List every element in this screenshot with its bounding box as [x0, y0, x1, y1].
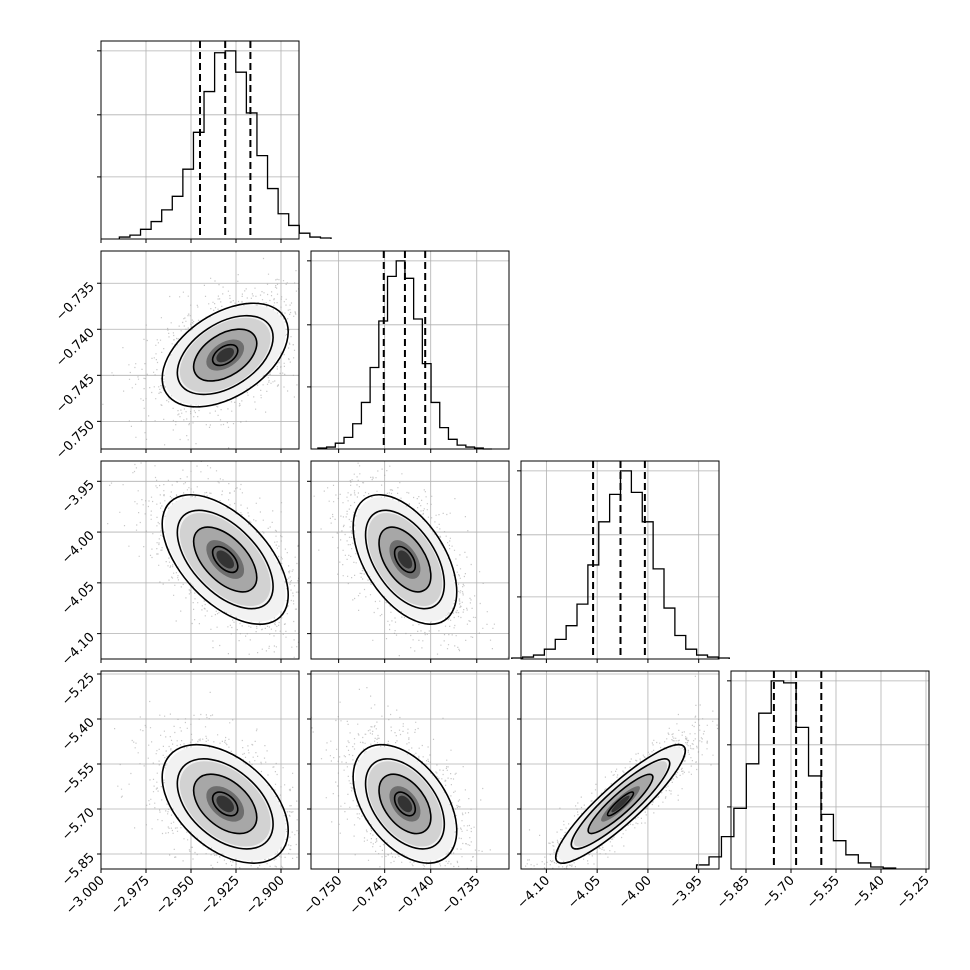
panel-content: [102, 257, 299, 449]
histogram-panel-4: −5.85 −5.70 −5.55 −5.40 −5.25: [695, 670, 933, 912]
x-tick-label: −5.25: [894, 873, 933, 912]
contour-line: [378, 526, 432, 593]
y-tick-label: −4.10: [59, 630, 98, 669]
x-tick-label: −0.735: [439, 873, 484, 918]
y-tick-label: −5.25: [59, 670, 98, 709]
panel-frame: [100, 40, 300, 240]
density-fill: [611, 795, 630, 813]
x-tick-label: −5.55: [804, 873, 843, 912]
x-tick-label: −5.85: [714, 873, 753, 912]
x-tick-label: −0.750: [301, 873, 346, 918]
y-tick-label: −0.750: [53, 418, 98, 463]
contour-line: [211, 343, 239, 367]
panel-content: [313, 461, 509, 658]
contour-line: [176, 509, 274, 610]
x-tick-label: −4.05: [565, 873, 604, 912]
contour-line: [161, 302, 289, 408]
density-panel-4-3: −4.10 −4.05 −4.00 −3.95: [514, 670, 720, 912]
contour-line: [161, 493, 289, 626]
panel-frame: [100, 670, 300, 870]
contour-line: [554, 743, 687, 864]
panel-frame: [520, 460, 720, 660]
contour-line: [352, 743, 458, 864]
contour-line: [364, 758, 446, 850]
y-tick-label: −0.740: [53, 326, 98, 371]
contour-line: [192, 773, 258, 835]
density-fill: [397, 795, 413, 813]
panel-frame: [730, 670, 930, 870]
y-tick-label: −5.40: [59, 715, 98, 754]
x-tick-label: −2.900: [243, 873, 288, 918]
density-panel-2-1: −0.750−0.745−0.740−0.735: [53, 250, 300, 463]
histogram-panel-3: [511, 460, 730, 663]
panel-frame: [310, 250, 510, 450]
x-tick-label: −5.70: [759, 873, 798, 912]
contour-line: [393, 791, 417, 817]
y-tick-label: −5.70: [59, 805, 98, 844]
contour-line: [364, 509, 446, 610]
y-tick-label: −3.95: [59, 478, 98, 517]
contour-line: [176, 314, 274, 396]
contour-line: [176, 758, 274, 850]
contour-line: [570, 758, 671, 850]
contour-line: [192, 328, 258, 382]
y-tick-label: −5.55: [59, 760, 98, 799]
x-tick-label: −4.10: [514, 873, 553, 912]
contour-line: [378, 773, 432, 835]
y-tick-label: −4.00: [59, 528, 98, 567]
x-tick-label: −4.00: [616, 873, 655, 912]
density-panel-4-2: −0.750 −0.745 −0.740 −0.735: [301, 670, 510, 918]
panel-frame: [310, 460, 510, 660]
histogram-panel-1: [97, 40, 332, 243]
contour-line: [606, 791, 635, 817]
density-fill: [216, 347, 235, 363]
contour-line: [192, 526, 258, 593]
y-tick-label: −4.05: [59, 579, 98, 618]
x-tick-label: −2.975: [108, 873, 153, 918]
x-tick-label: −0.740: [393, 873, 438, 918]
y-tick-label: −0.735: [53, 279, 98, 324]
contour-line: [587, 773, 654, 835]
panel-content: [107, 461, 299, 659]
density-fill: [216, 550, 235, 569]
panel-content: [114, 691, 299, 869]
x-tick-label: −3.95: [667, 873, 706, 912]
panel-frame: [100, 460, 300, 660]
contour-line: [393, 545, 417, 574]
density-panel-3-2: [307, 460, 510, 663]
x-tick-label: −2.925: [198, 873, 243, 918]
panel-content: [311, 687, 491, 869]
x-tick-label: −2.950: [153, 873, 198, 918]
panel-frame: [310, 670, 510, 870]
histogram-step: [511, 470, 730, 659]
contour-line: [211, 545, 239, 574]
contour-line: [211, 791, 239, 817]
histogram-panel-2: [307, 250, 510, 453]
panel-frame: [100, 250, 300, 450]
x-tick-label: −5.40: [849, 873, 888, 912]
x-tick-label: −0.745: [347, 873, 392, 918]
histogram-step: [317, 260, 492, 450]
panel-content: [525, 675, 719, 869]
contour-line: [161, 743, 290, 864]
contour-line: [352, 493, 458, 626]
density-panel-3-1: −4.10 −4.05 −4.00 −3.95: [59, 460, 300, 669]
density-fill: [216, 795, 235, 813]
y-tick-label: −0.745: [53, 372, 98, 417]
panel-frame: [520, 670, 720, 870]
